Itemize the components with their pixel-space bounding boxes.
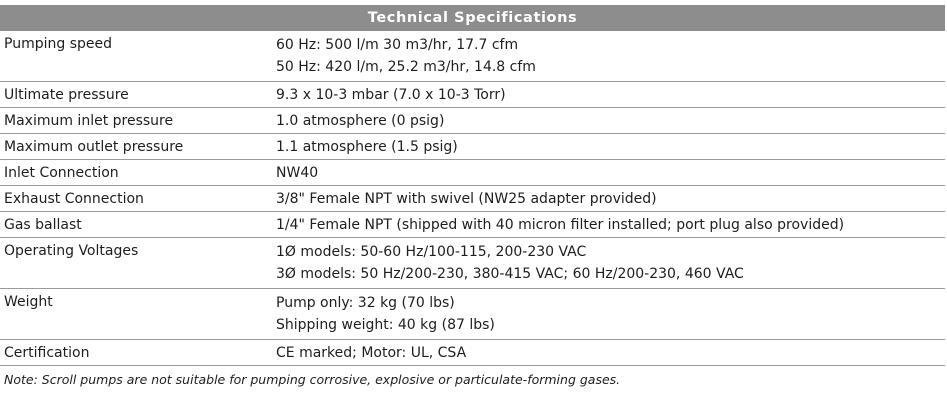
spec-value-line: 1/4" Female NPT (shipped with 40 micron … [276, 217, 845, 233]
spec-value-line: 9.3 x 10-3 mbar (7.0 x 10-3 Torr) [276, 87, 506, 103]
spec-label: Operating Voltages [0, 237, 270, 289]
table-row: Maximum outlet pressure 1.1 atmosphere (… [0, 133, 946, 160]
table-row: Certification CE marked; Motor: UL, CSA [0, 339, 946, 366]
spec-label: Maximum outlet pressure [0, 133, 270, 160]
table-row: Inlet Connection NW40 [0, 159, 946, 186]
spec-value: NW40 [270, 159, 946, 186]
footnote: Note: Scroll pumps are not suitable for … [4, 372, 620, 387]
spec-value-line: 3Ø models: 50 Hz/200-230, 380-415 VAC; 6… [276, 266, 744, 282]
table-row: Operating Voltages 1Ø models: 50-60 Hz/1… [0, 237, 946, 289]
spec-value: 60 Hz: 500 l/m 30 m3/hr, 17.7 cfm 50 Hz:… [270, 31, 946, 82]
table-title: Technical Specifications [0, 5, 946, 31]
spec-value-line: CE marked; Motor: UL, CSA [276, 345, 467, 361]
table-row: Gas ballast 1/4" Female NPT (shipped wit… [0, 211, 946, 238]
spec-value: Pump only: 32 kg (70 lbs) Shipping weigh… [270, 288, 946, 340]
spec-value-line: NW40 [276, 165, 319, 181]
spec-value: 1Ø models: 50-60 Hz/100-115, 200-230 VAC… [270, 237, 946, 289]
spec-label: Weight [0, 288, 270, 340]
spec-value: 1/4" Female NPT (shipped with 40 micron … [270, 211, 946, 238]
spec-value-line: Shipping weight: 40 kg (87 lbs) [276, 317, 495, 333]
spec-label: Certification [0, 339, 270, 366]
spec-value: 9.3 x 10-3 mbar (7.0 x 10-3 Torr) [270, 81, 946, 108]
table-row: Maximum inlet pressure 1.0 atmosphere (0… [0, 107, 946, 134]
spec-value-line: Pump only: 32 kg (70 lbs) [276, 295, 455, 311]
spec-label: Pumping speed [0, 31, 270, 82]
footnote-text: Scroll pumps are not suitable for pumpin… [41, 372, 621, 387]
spec-label: Ultimate pressure [0, 81, 270, 108]
spec-value: 1.0 atmosphere (0 psig) [270, 107, 946, 134]
table-row: Weight Pump only: 32 kg (70 lbs) Shippin… [0, 288, 946, 340]
spec-label: Exhaust Connection [0, 185, 270, 212]
spec-label: Maximum inlet pressure [0, 107, 270, 134]
table-row: Ultimate pressure 9.3 x 10-3 mbar (7.0 x… [0, 81, 946, 108]
spec-value-line: 1Ø models: 50-60 Hz/100-115, 200-230 VAC [276, 244, 587, 260]
spec-label: Inlet Connection [0, 159, 270, 186]
table-row: Pumping speed 60 Hz: 500 l/m 30 m3/hr, 1… [0, 31, 946, 82]
spec-value: 1.1 atmosphere (1.5 psig) [270, 133, 946, 160]
spec-label: Gas ballast [0, 211, 270, 238]
spec-value: CE marked; Motor: UL, CSA [270, 339, 946, 366]
specifications-table: Technical Specifications Pumping speed 6… [0, 5, 946, 366]
spec-value: 3/8" Female NPT with swivel (NW25 adapte… [270, 185, 946, 212]
table-header-row: Technical Specifications [0, 5, 946, 31]
spec-value-line: 1.1 atmosphere (1.5 psig) [276, 139, 458, 155]
table-row: Exhaust Connection 3/8" Female NPT with … [0, 185, 946, 212]
spec-value-line: 60 Hz: 500 l/m 30 m3/hr, 17.7 cfm [276, 37, 519, 53]
spec-value-line: 1.0 atmosphere (0 psig) [276, 113, 445, 129]
footnote-label: Note: [4, 372, 38, 387]
spec-value-line: 50 Hz: 420 l/m, 25.2 m3/hr, 14.8 cfm [276, 59, 536, 75]
spec-value-line: 3/8" Female NPT with swivel (NW25 adapte… [276, 191, 657, 207]
